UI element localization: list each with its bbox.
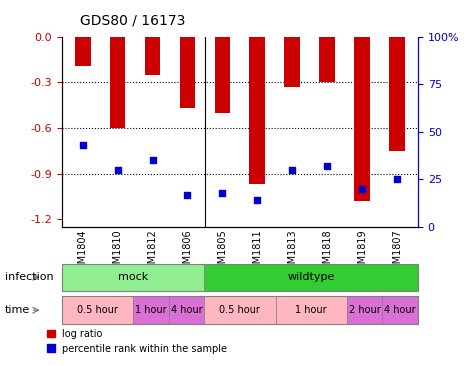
Point [254,197,261,203]
Bar [75,37,91,66]
Point [393,176,401,182]
Text: 1 hour: 1 hour [135,305,167,315]
Bar [249,37,265,184]
Point [114,167,122,173]
Point [79,142,86,148]
Text: 2 hour: 2 hour [349,305,380,315]
Bar [285,37,300,87]
Point [149,157,156,163]
Text: 0.5 hour: 0.5 hour [219,305,260,315]
Bar [145,37,161,75]
Text: 0.5 hour: 0.5 hour [77,305,118,315]
Text: wildtype: wildtype [287,272,335,282]
Point [218,190,226,195]
Point [323,163,331,169]
Text: 1 hour: 1 hour [295,305,327,315]
Text: mock: mock [118,272,148,282]
Point [184,192,191,198]
Bar [389,37,405,151]
Text: infection: infection [5,272,53,282]
Legend: log ratio, percentile rank within the sample: log ratio, percentile rank within the sa… [43,325,231,358]
Text: 4 hour: 4 hour [171,305,202,315]
Bar [180,37,195,108]
Bar [215,37,230,113]
Point [358,186,366,192]
Bar [319,37,335,82]
Text: time: time [5,305,30,315]
Text: 4 hour: 4 hour [384,305,416,315]
Bar [110,37,125,128]
Point [288,167,296,173]
Text: GDS80 / 16173: GDS80 / 16173 [80,14,185,27]
Bar [354,37,370,201]
